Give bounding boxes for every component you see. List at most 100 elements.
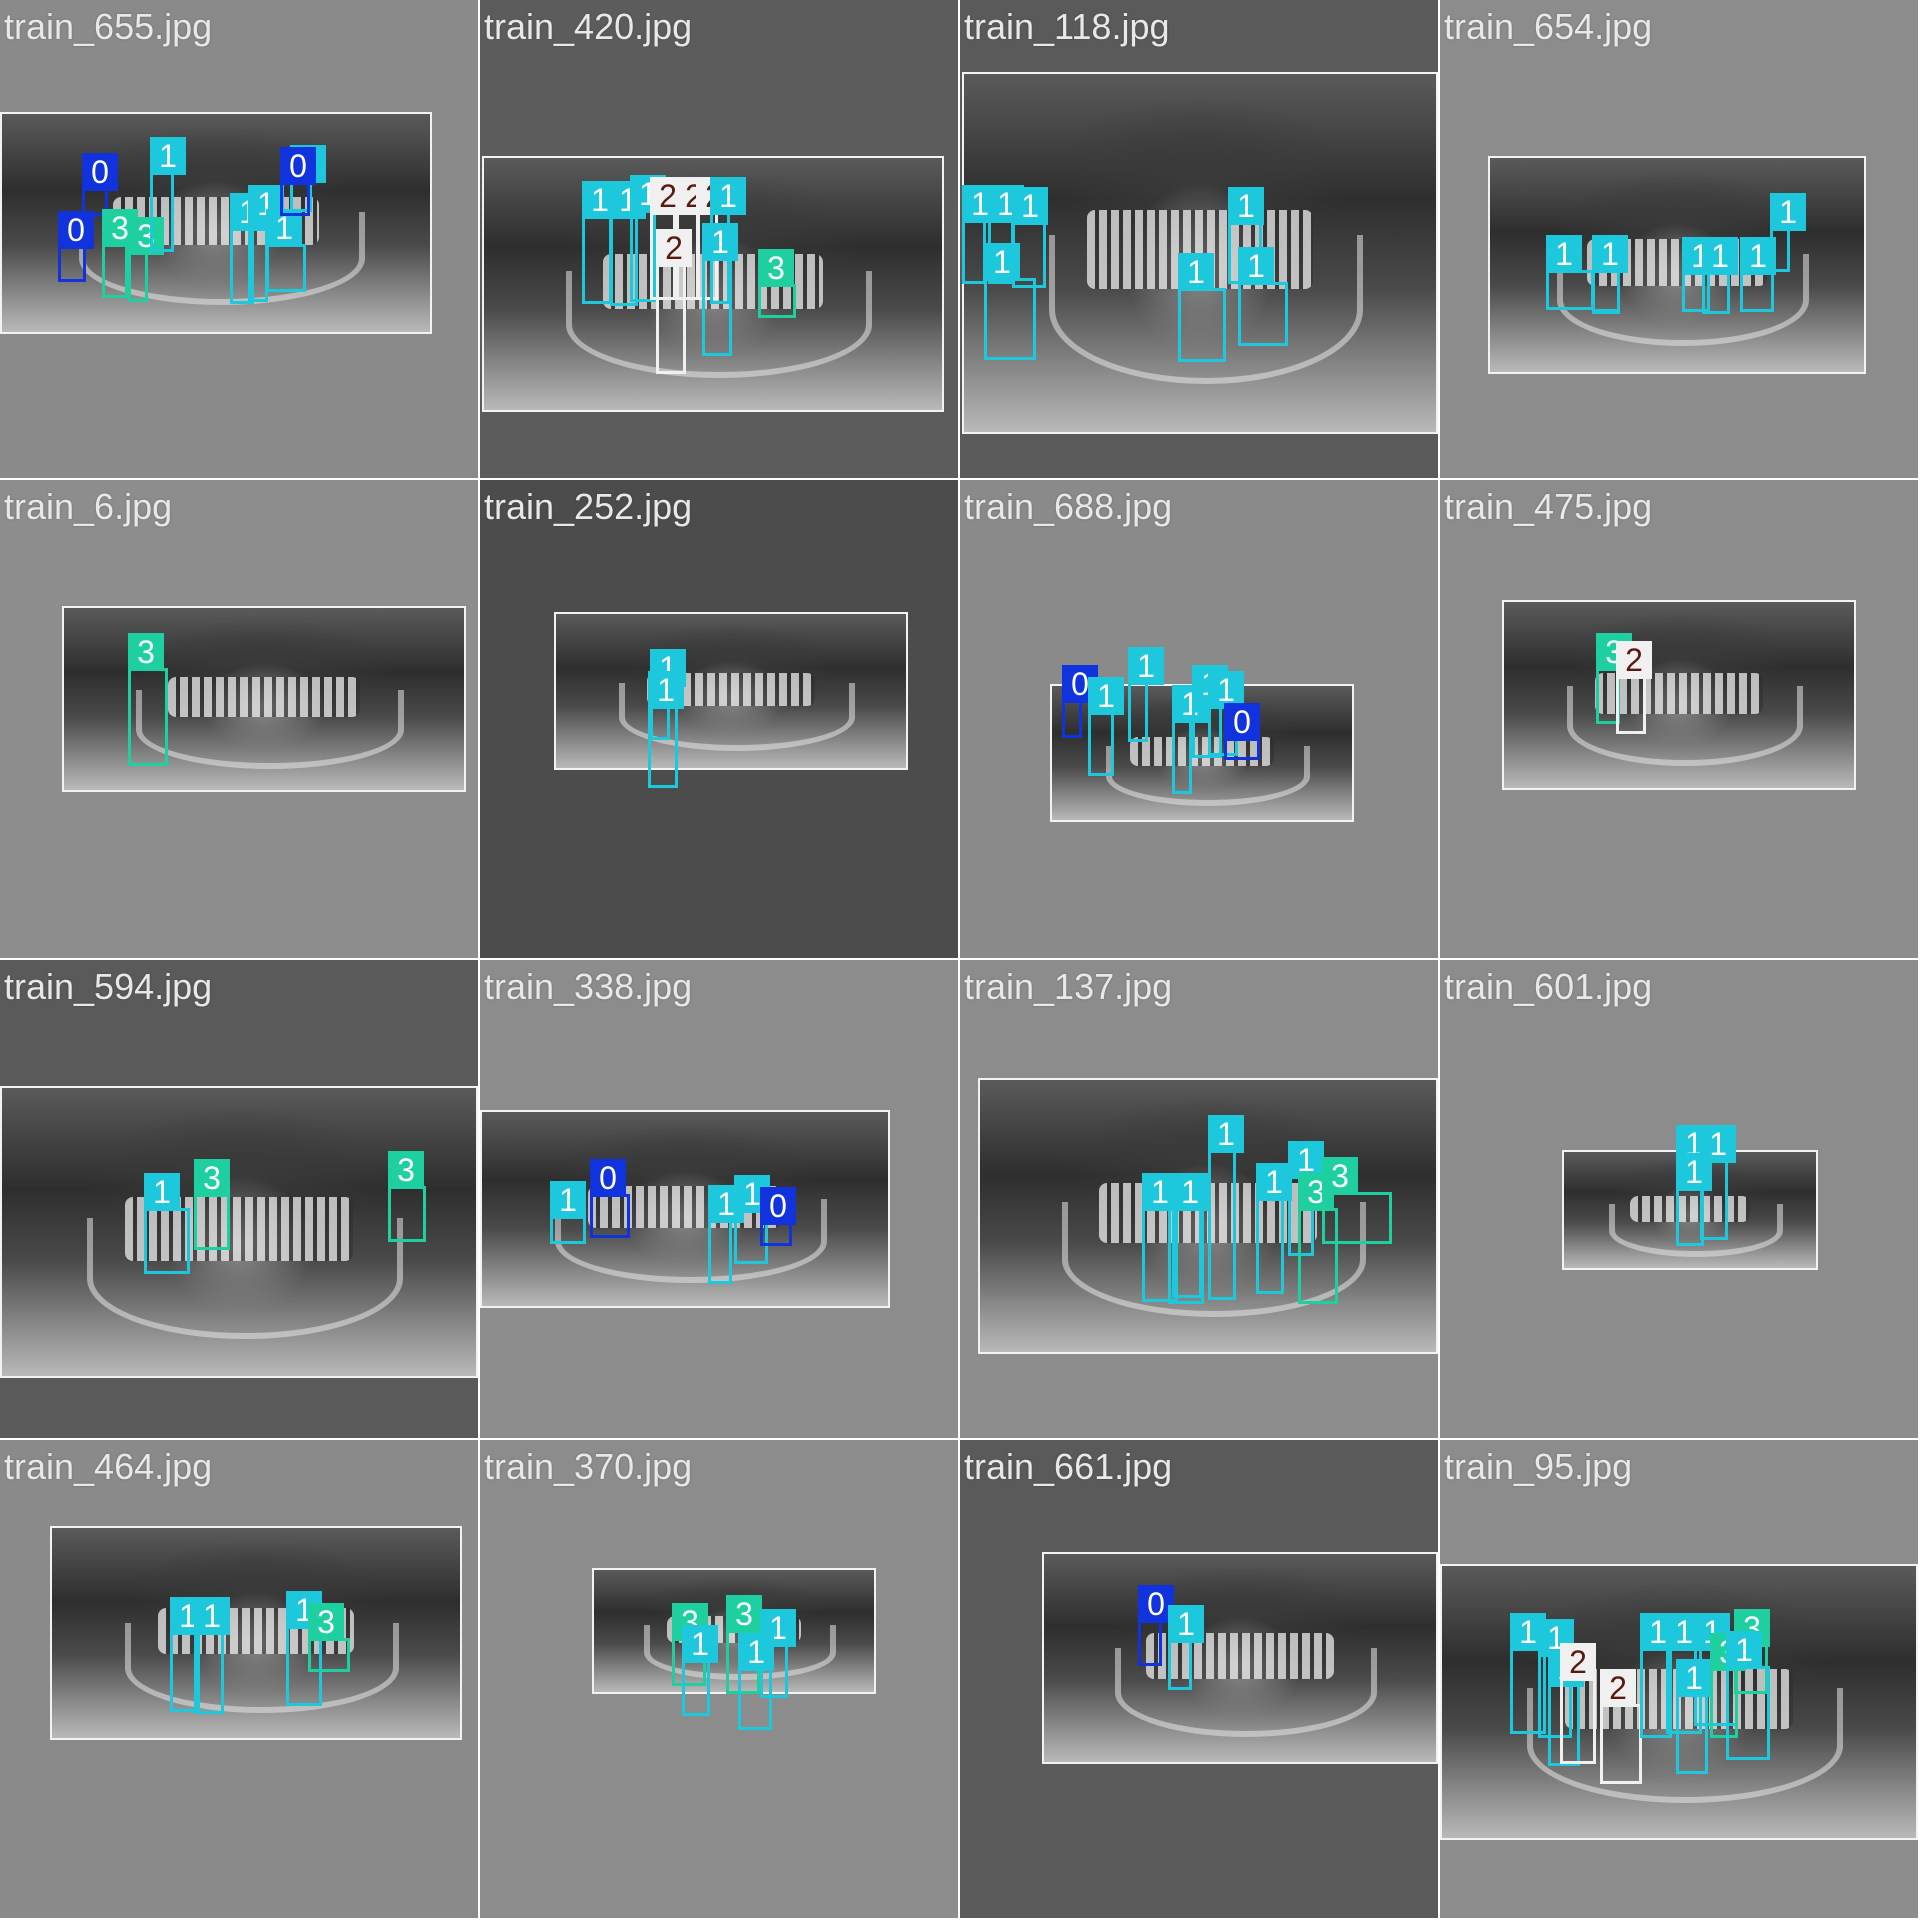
detection-class-label: 1 (1592, 235, 1628, 273)
detection-class-label: 2 (1616, 641, 1652, 679)
jaw-outline (1567, 685, 1803, 767)
detection-class-label: 1 (1012, 187, 1048, 225)
detection-class-label: 1 (702, 223, 738, 261)
detection-box: 0 (760, 1187, 796, 1246)
tile-filename-label: train_475.jpg (1444, 486, 1653, 527)
detection-box: 1 (1168, 1605, 1204, 1690)
detection-box: 1 (194, 1597, 230, 1714)
mosaic-tile: 1112221132train_420.jpg (480, 0, 958, 478)
detection-class-label: 0 (58, 211, 94, 249)
detection-box: 0 (590, 1159, 630, 1238)
detection-box: 0 (58, 211, 94, 282)
detection-box: 1 (1740, 237, 1776, 312)
detection-box: 3 (308, 1603, 350, 1672)
teeth-row (1629, 1196, 1751, 1222)
detection-box: 0 (82, 153, 118, 216)
detection-class-label: 1 (1208, 671, 1244, 709)
detection-class-label: 1 (1546, 235, 1582, 273)
panoramic-xray-image (62, 606, 466, 792)
detection-box: 1 (1012, 187, 1048, 288)
detection-box: 1 (150, 137, 186, 252)
tile-filename-label: train_688.jpg (964, 486, 1173, 527)
detection-box: 1 (582, 181, 618, 304)
detection-class-label: 1 (1088, 677, 1124, 715)
detection-box: 1 (1702, 237, 1738, 314)
mosaic-tile: 11111133train_137.jpg (960, 960, 1438, 1438)
jaw-outline (1557, 254, 1809, 346)
panoramic-xray-image (1502, 600, 1856, 790)
detection-box: 0 (1224, 703, 1260, 760)
detection-box: 1 (1676, 1659, 1712, 1774)
detection-class-label: 1 (194, 1597, 230, 1635)
detection-box: 1 (1208, 1115, 1244, 1300)
tile-filename-label: train_594.jpg (4, 966, 213, 1007)
detection-box: 1 (1288, 1141, 1324, 1256)
detection-class-label: 0 (1138, 1585, 1174, 1623)
detection-box: 3 (102, 209, 138, 298)
tile-filename-label: train_118.jpg (964, 6, 1170, 47)
detection-box: 3 (388, 1151, 426, 1242)
detection-box: 1 (144, 1173, 190, 1274)
tile-filename-label: train_655.jpg (4, 6, 213, 47)
detection-box: 2 (1560, 1643, 1596, 1764)
detection-box: 1 (1770, 193, 1806, 272)
detection-box: 1 (248, 185, 284, 302)
detection-class-label: 2 (1560, 1643, 1596, 1681)
jaw-outline (1114, 1647, 1378, 1737)
detection-box: 2 (1600, 1669, 1642, 1784)
detection-box: 1 (648, 671, 684, 788)
detection-box: 0 (1062, 665, 1098, 738)
detection-class-label: 3 (388, 1151, 424, 1189)
detection-box: 1 (1172, 685, 1208, 794)
detection-class-label: 1 (1168, 1605, 1204, 1643)
detection-class-label: 3 (194, 1159, 230, 1197)
detection-box: 1 (1088, 677, 1124, 776)
panoramic-xray-image (554, 612, 908, 770)
detection-class-label: 1 (1288, 1141, 1324, 1179)
detection-class-label: 1 (1178, 253, 1214, 291)
tile-filename-label: train_370.jpg (484, 1446, 693, 1487)
jaw-outline (1048, 235, 1364, 385)
teeth-row (1595, 672, 1763, 714)
mosaic-tile: 1 0 1 1 0 train_338.jpg (480, 960, 958, 1438)
detection-box: 1 (1178, 253, 1226, 362)
detection-class-label: 1 (1208, 1115, 1244, 1153)
tile-filename-label: train_95.jpg (1444, 1446, 1633, 1487)
jaw-outline (79, 212, 365, 306)
detection-class-label: 1 (550, 1181, 586, 1219)
detection-box: 1 (738, 1633, 774, 1730)
detection-box: 1 (1726, 1631, 1770, 1760)
detection-class-label: 1 (1676, 1659, 1712, 1697)
detection-class-label: 1 (1676, 1153, 1712, 1191)
tile-filename-label: train_338.jpg (484, 966, 693, 1007)
detection-box: 3 (726, 1595, 762, 1694)
detection-class-label: 1 (984, 243, 1020, 281)
detection-box: 1 (1172, 1173, 1208, 1298)
detection-class-label: 0 (1224, 703, 1260, 741)
mosaic-tile: 3 1 3 1 1 train_370.jpg (480, 1440, 958, 1918)
detection-box: 1 (734, 1175, 770, 1264)
detection-box: 1 (1256, 1163, 1292, 1294)
teeth-row (168, 677, 360, 718)
detection-class-label: 1 (738, 1633, 774, 1671)
detection-box: 3 (1298, 1173, 1338, 1304)
tile-filename-label: train_137.jpg (964, 966, 1173, 1007)
jaw-outline (1062, 1202, 1366, 1318)
panoramic-xray-image (0, 1086, 478, 1378)
detection-box: 1 (550, 1181, 586, 1244)
detection-box: 1 (1592, 235, 1628, 314)
jaw-outline (619, 683, 855, 751)
detection-class-label: 1 (710, 177, 746, 215)
tile-filename-label: train_654.jpg (1444, 6, 1653, 47)
detection-class-label: 0 (82, 153, 118, 191)
mosaic-tile: 111221113131train_95.jpg (1440, 1440, 1918, 1918)
mosaic-tile: 1 1 train_252.jpg (480, 480, 958, 958)
detection-class-label: 2 (656, 229, 692, 267)
detection-box: 1 (1128, 647, 1164, 742)
mosaic-tile: 1 1 1 train_601.jpg (1440, 960, 1918, 1438)
detection-class-label: 0 (590, 1159, 626, 1197)
detection-class-label: 0 (280, 147, 316, 185)
mosaic-tile: 0033111110train_655.jpg (0, 0, 478, 478)
detection-class-label: 1 (1702, 237, 1738, 275)
